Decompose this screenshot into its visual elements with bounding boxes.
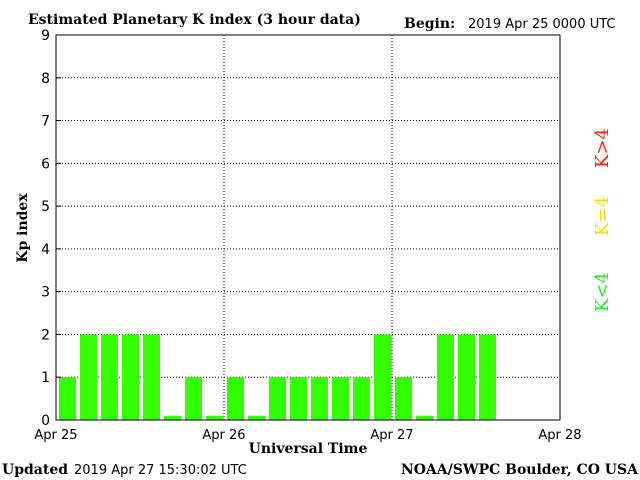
y-tick-label: 6 — [41, 156, 50, 172]
y-tick-label: 2 — [41, 327, 50, 343]
y-axis-label: Kp index — [15, 193, 31, 263]
bar — [269, 377, 286, 420]
chart-title: Estimated Planetary K index (3 hour data… — [28, 12, 361, 28]
updated-value: 2019 Apr 27 15:30:02 UTC — [74, 463, 247, 478]
x-tick-label: Apr 26 — [202, 428, 245, 443]
x-tick-label: Apr 25 — [34, 428, 77, 443]
bar — [122, 334, 139, 420]
legend-keq4: K=4 — [592, 196, 613, 236]
bar — [248, 415, 265, 420]
credit: NOAA/SWPC Boulder, CO USA — [401, 462, 639, 478]
y-tick-label: 8 — [41, 71, 50, 87]
y-tick-label: 5 — [41, 199, 50, 215]
bars — [59, 334, 496, 420]
y-tick-label: 9 — [41, 28, 50, 44]
bar — [353, 377, 370, 420]
bar — [416, 415, 433, 420]
legend-kgt4: K>4 — [592, 128, 613, 168]
bar — [227, 377, 244, 420]
begin-value: 2019 Apr 25 0000 UTC — [468, 17, 616, 32]
x-axis-label: Universal Time — [249, 441, 368, 457]
plot-frame — [55, 34, 561, 421]
y-axis-ticks: 0 1 2 3 4 5 6 7 8 9 — [41, 28, 61, 429]
bar — [143, 334, 160, 420]
bar — [479, 334, 496, 420]
begin-label: Begin: — [404, 16, 455, 32]
y-tick-label: 7 — [41, 114, 50, 130]
bar — [164, 415, 181, 420]
bar — [311, 377, 328, 420]
x-tick-label: Apr 28 — [538, 428, 581, 443]
bar — [59, 377, 76, 420]
updated-label: Updated — [2, 462, 68, 478]
bar — [458, 334, 475, 420]
x-axis-ticks: Apr 25 Apr 26 Apr 27 Apr 28 — [34, 428, 581, 443]
bar — [395, 377, 412, 420]
x-tick-label: Apr 27 — [370, 428, 413, 443]
bar — [374, 334, 391, 420]
y-tick-label: 1 — [41, 370, 50, 386]
legend: K>4 K=4 K<4 — [592, 128, 613, 312]
bar — [185, 377, 202, 420]
y-tick-label: 4 — [41, 242, 50, 258]
bar — [80, 334, 97, 420]
bar — [101, 334, 118, 420]
legend-klt4: K<4 — [592, 272, 613, 312]
y-tick-label: 0 — [41, 413, 50, 429]
y-tick-label: 3 — [41, 285, 50, 301]
bar — [290, 377, 307, 420]
bar — [332, 377, 349, 420]
bar — [437, 334, 454, 420]
bar — [206, 415, 223, 420]
